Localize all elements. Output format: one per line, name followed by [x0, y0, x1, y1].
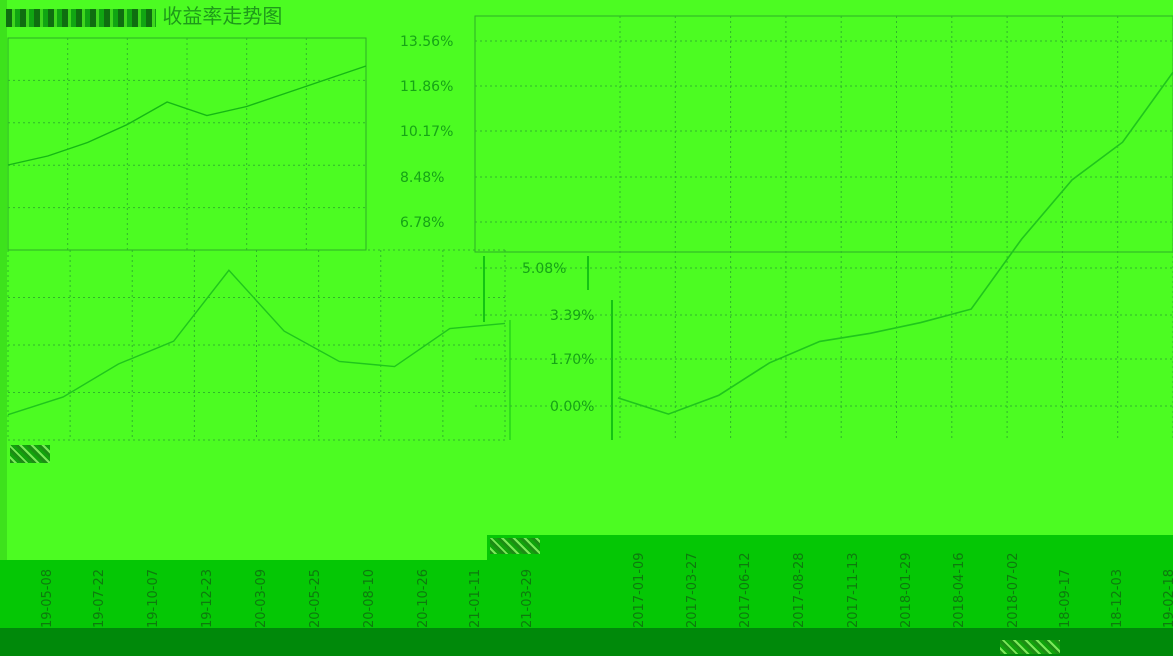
x-tick-label: 21-01-11: [468, 568, 483, 628]
x-tick-label: 19-07-22: [92, 568, 107, 628]
title-text: 收益率走势图: [162, 4, 283, 28]
x-tick-label: 2017-06-12: [738, 552, 753, 628]
bottom-strip: [0, 628, 1173, 656]
chart-b-upper-frame: [474, 15, 1173, 253]
y-tick-label: 1.70%: [550, 352, 594, 368]
title-logo-blot: [6, 8, 156, 27]
x-tick-label: 20-08-10: [362, 568, 377, 628]
x-tick-label: 2018-04-16: [952, 552, 967, 628]
x-tick-label: 2017-08-28: [792, 552, 807, 628]
y-tick-label: 0.00%: [550, 399, 594, 415]
y-tick-label: 10.17%: [400, 124, 453, 140]
x-tick-label: 2018-07-02: [1006, 552, 1021, 628]
left-edge: [0, 0, 7, 656]
series-line-b: [617, 71, 1173, 415]
series-line-a-upper: [7, 65, 367, 166]
bottom-band-upper: [487, 535, 1173, 561]
x-tick-label: 19-10-07: [146, 568, 161, 628]
x-tick-label: 21-03-29: [520, 568, 535, 628]
chart-title: 收益率走势图: [6, 0, 282, 28]
x-tick-label: 19-12-23: [200, 568, 215, 628]
x-tick-label: 20-03-09: [254, 568, 269, 628]
y-tick-label: 8.48%: [400, 170, 444, 186]
x-tick-label: 2017-01-09: [632, 552, 647, 628]
x-tick-label: 2018-01-29: [899, 552, 914, 628]
x-tick-label: 20-10-26: [416, 568, 431, 628]
noise-patch: [1000, 640, 1060, 654]
x-tick-label: 2017-11-13: [846, 552, 861, 628]
noise-patch: [10, 445, 50, 463]
x-tick-label: 18-09-17: [1058, 568, 1073, 628]
y-tick-label: 5.08%: [522, 261, 566, 277]
x-tick-label: 19-02-18: [1162, 568, 1173, 628]
y-tick-label: 6.78%: [400, 215, 444, 231]
x-tick-label: 19-05-08: [40, 568, 55, 628]
y-tick-label: 13.56%: [400, 34, 453, 50]
noise-patch: [490, 538, 540, 554]
x-tick-label: 18-12-03: [1110, 568, 1125, 628]
y-tick-label: 3.39%: [550, 308, 594, 324]
x-tick-label: 20-05-25: [308, 568, 323, 628]
y-tick-label: 11.86%: [400, 79, 453, 95]
series-line-a: [7, 269, 506, 416]
x-tick-label: 2017-03-27: [685, 552, 700, 628]
